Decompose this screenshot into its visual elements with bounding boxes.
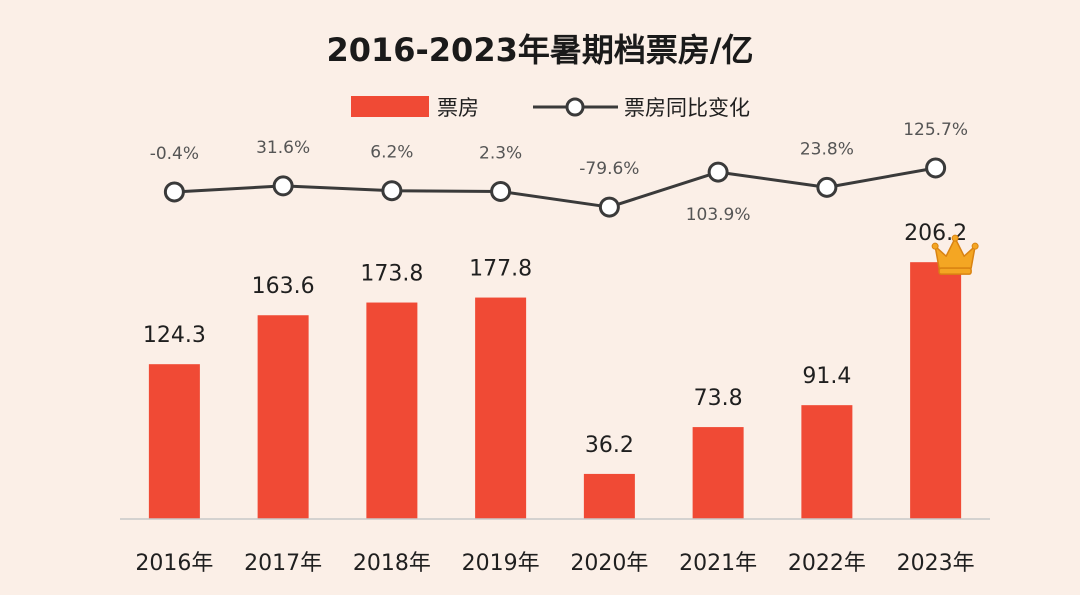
line-value-label: 6.2%: [370, 143, 413, 163]
x-tick-label: 2016年: [135, 551, 213, 576]
legend-bar-swatch: [351, 96, 429, 117]
line-value-label: 125.7%: [903, 120, 968, 140]
bar-2021年: [692, 427, 744, 519]
bar-value-label: 36.2: [585, 433, 634, 458]
legend-line-marker-icon: [565, 97, 585, 117]
x-tick-label: 2017年: [244, 551, 322, 576]
x-tick-label: 2023年: [897, 551, 975, 576]
bar-2017年: [257, 315, 309, 519]
line-value-label: -79.6%: [579, 159, 639, 179]
yoy-change-line: [174, 166, 936, 209]
bar-2023年: [910, 262, 962, 519]
line-point-2017年: [272, 175, 294, 197]
line-value-label: 23.8%: [800, 139, 854, 159]
line-point-2018年: [381, 180, 403, 202]
line-point-2020年: [598, 196, 620, 218]
bar-2016年: [148, 364, 200, 519]
bar-value-label: 73.8: [694, 386, 743, 411]
line-value-label: 31.6%: [256, 138, 310, 158]
bar-value-label: 124.3: [143, 323, 206, 348]
legend: 票房 票房同比变化: [351, 96, 750, 120]
line-point-2022年: [816, 176, 838, 198]
line-point-2016年: [163, 181, 185, 203]
x-tick-label: 2021年: [679, 551, 757, 576]
x-tick-label: 2022年: [788, 551, 866, 576]
bar-2022年: [801, 405, 853, 519]
line-layer: [163, 157, 947, 218]
legend-bar-label: 票房: [437, 96, 479, 120]
x-tick-label: 2020年: [570, 551, 648, 576]
line-value-label: 103.9%: [686, 205, 751, 225]
bar-value-label: 177.8: [469, 257, 532, 282]
bar-2020年: [583, 473, 635, 519]
bar-value-label: 163.6: [252, 274, 315, 299]
x-axis: 2016年 2017年 2018年 2019年 2020年 2021年 2022年 2023年: [120, 518, 990, 576]
legend-line-label: 票房同比变化: [624, 96, 750, 120]
bar-2018年: [366, 302, 418, 519]
line-point-2019年: [490, 180, 512, 202]
line-point-2021年: [707, 161, 729, 183]
line-point-2023年: [925, 157, 947, 179]
bar-2019年: [475, 297, 527, 519]
bar-value-label: 173.8: [360, 262, 423, 287]
x-tick-label: 2018年: [353, 551, 431, 576]
bar-value-label: 91.4: [802, 364, 851, 389]
bars-layer: [148, 262, 962, 519]
x-tick-label: 2019年: [462, 551, 540, 576]
line-value-label: 2.3%: [479, 143, 522, 163]
crown-icon: [931, 234, 979, 275]
chart-title: 2016-2023年暑期档票房/亿: [326, 31, 753, 69]
line-value-label: -0.4%: [150, 144, 199, 164]
